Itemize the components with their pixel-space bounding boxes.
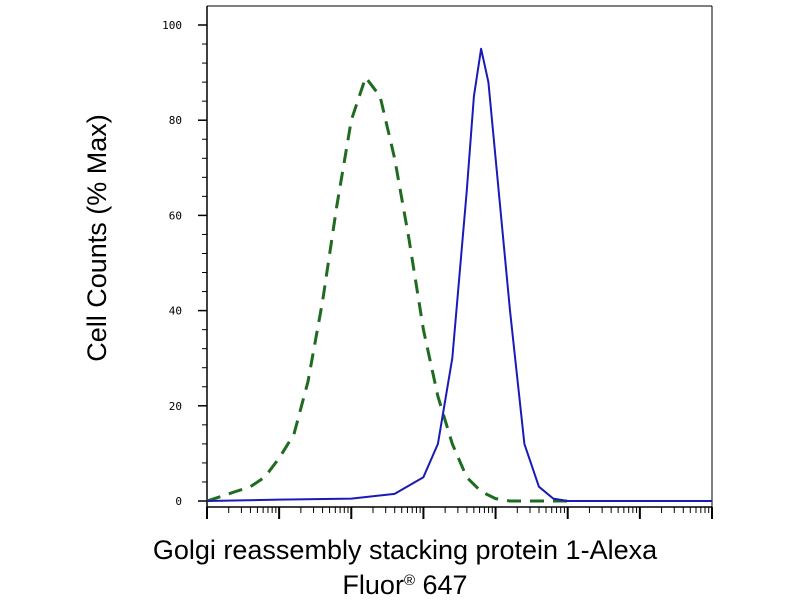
series-line-2 (206, 47, 712, 502)
plot-area (207, 5, 713, 507)
x-axis-title-647: 647 (415, 570, 468, 600)
y-axis: 0 20 40 60 80 100 (162, 6, 208, 508)
x-axis-title-line2: Fluor® 647 (342, 570, 467, 600)
y-tick-label: 100 (162, 19, 182, 32)
y-tick-label: 20 (169, 400, 182, 413)
x-axis-title-fluor: Fluor (342, 570, 404, 600)
x-axis (206, 506, 713, 519)
y-tick-label: 0 (175, 495, 182, 508)
series-line-1 (206, 75, 568, 503)
x-axis-title-line1: Golgi reassembly stacking protein 1-Alex… (153, 535, 658, 565)
y-tick-label: 60 (169, 209, 182, 222)
y-tick-label: 80 (169, 114, 182, 127)
y-tick-label: 40 (169, 305, 182, 318)
x-axis-title-registered-mark: ® (404, 572, 415, 589)
series-layer (206, 47, 712, 503)
y-axis-title: Cell Counts (% Max) (82, 114, 112, 362)
